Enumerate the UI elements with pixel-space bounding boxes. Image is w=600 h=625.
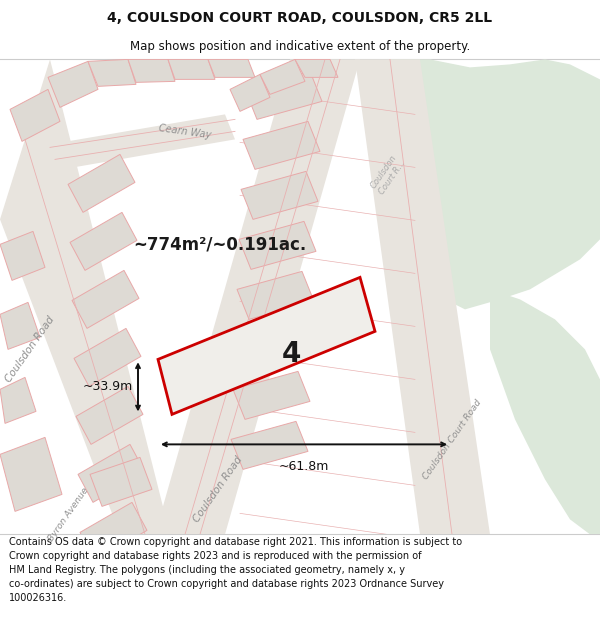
Text: Byron Avenue: Byron Avenue [46, 486, 90, 543]
Polygon shape [231, 421, 308, 469]
Polygon shape [375, 59, 600, 309]
Text: 4: 4 [281, 339, 301, 367]
Text: Coulsdon Road: Coulsdon Road [191, 454, 244, 524]
Polygon shape [74, 328, 141, 386]
Polygon shape [355, 59, 490, 534]
Polygon shape [295, 59, 338, 78]
Text: 4, COULSDON COURT ROAD, COULSDON, CR5 2LL: 4, COULSDON COURT ROAD, COULSDON, CR5 2L… [107, 11, 493, 25]
Polygon shape [233, 371, 310, 419]
Text: Cearn Way: Cearn Way [158, 122, 212, 140]
Polygon shape [0, 231, 45, 281]
Polygon shape [88, 59, 136, 86]
Polygon shape [168, 59, 215, 79]
Polygon shape [245, 71, 322, 119]
Polygon shape [237, 271, 314, 319]
Polygon shape [155, 59, 360, 534]
Polygon shape [208, 59, 255, 78]
Polygon shape [68, 154, 135, 212]
Text: Coulsdon
Court R...: Coulsdon Court R... [369, 152, 407, 196]
Polygon shape [78, 444, 145, 503]
Polygon shape [243, 121, 320, 169]
Text: ~33.9m: ~33.9m [83, 381, 133, 393]
Polygon shape [0, 59, 170, 534]
Polygon shape [158, 278, 375, 414]
Polygon shape [235, 321, 312, 369]
Polygon shape [0, 302, 40, 349]
Polygon shape [48, 61, 98, 107]
Polygon shape [70, 213, 137, 271]
Polygon shape [72, 271, 139, 328]
Polygon shape [490, 289, 600, 534]
Text: ~774m²/~0.191ac.: ~774m²/~0.191ac. [133, 236, 307, 253]
Polygon shape [10, 89, 60, 141]
Polygon shape [50, 114, 235, 169]
Polygon shape [0, 378, 36, 423]
Polygon shape [0, 438, 62, 511]
Polygon shape [260, 59, 305, 94]
Polygon shape [230, 74, 270, 111]
Polygon shape [80, 503, 147, 561]
Text: ~61.8m: ~61.8m [279, 461, 329, 473]
Polygon shape [76, 386, 143, 444]
Polygon shape [90, 458, 152, 506]
Text: Map shows position and indicative extent of the property.: Map shows position and indicative extent… [130, 40, 470, 52]
Polygon shape [239, 221, 316, 269]
Text: Coulsdon Road: Coulsdon Road [4, 314, 56, 384]
Text: Coulsdon Court Road: Coulsdon Court Road [421, 398, 483, 481]
Polygon shape [128, 59, 175, 82]
Polygon shape [241, 171, 318, 219]
Text: Contains OS data © Crown copyright and database right 2021. This information is : Contains OS data © Crown copyright and d… [9, 537, 462, 603]
